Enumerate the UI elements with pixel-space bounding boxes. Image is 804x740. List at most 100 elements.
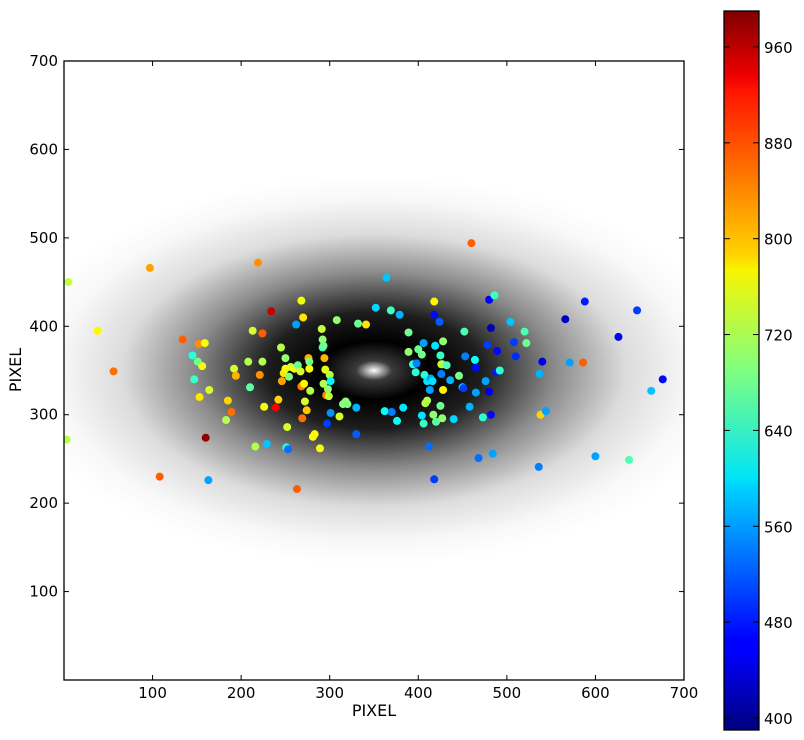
data-point (419, 419, 428, 428)
data-point (305, 357, 314, 366)
y-tick-label: 200 (29, 494, 58, 512)
data-point (251, 442, 260, 451)
data-point (565, 358, 574, 367)
data-point (302, 406, 311, 415)
data-point (386, 306, 395, 315)
data-point (474, 454, 483, 463)
intensity-background (64, 175, 684, 566)
data-point (310, 430, 319, 439)
data-point (509, 338, 518, 347)
x-tick-label: 600 (581, 684, 610, 702)
data-point (432, 417, 440, 426)
x-axis: 100 200 300 400 500 600 700 (138, 61, 698, 702)
data-point (246, 383, 254, 392)
data-point (380, 407, 389, 416)
data-point (258, 329, 267, 338)
data-point (293, 361, 302, 370)
data-point (438, 414, 447, 423)
y-axis-label: PIXEL (6, 348, 25, 392)
data-point (436, 351, 445, 360)
data-point (198, 362, 207, 371)
scatter-points (64, 239, 667, 493)
data-point (283, 423, 292, 432)
data-point (439, 337, 448, 346)
data-point (417, 411, 426, 420)
colorbar-tick-label: 720 (764, 327, 793, 345)
data-point (446, 376, 455, 385)
data-point (460, 327, 469, 336)
data-point (292, 484, 301, 493)
data-point (424, 442, 433, 451)
data-point (255, 370, 264, 379)
data-point (465, 402, 474, 411)
colorbar-tick-label: 560 (764, 518, 793, 536)
data-point (277, 343, 285, 352)
data-point (260, 402, 269, 411)
plot-area: 100 200 300 400 500 600 700 100 200 300 400 500 600… (6, 52, 698, 720)
colorbar-tick-label: 400 (764, 710, 793, 728)
data-point (485, 295, 494, 304)
data-point (248, 326, 257, 335)
data-point (321, 365, 330, 374)
data-point (417, 350, 426, 359)
data-point (201, 433, 210, 442)
data-point (411, 368, 420, 377)
data-point (178, 335, 187, 344)
data-point (305, 364, 314, 373)
data-point (493, 347, 502, 356)
y-tick-label: 600 (29, 140, 58, 158)
data-point (442, 361, 451, 370)
data-point (343, 400, 352, 409)
data-point (298, 414, 307, 423)
data-point (326, 408, 335, 417)
data-point (658, 375, 667, 384)
data-point (188, 351, 197, 360)
data-point (467, 239, 476, 248)
data-point (195, 393, 204, 402)
data-point (299, 313, 308, 322)
data-point (488, 449, 497, 458)
data-point (352, 430, 361, 439)
x-tick-label: 700 (670, 684, 699, 702)
data-point (190, 375, 199, 384)
data-point (647, 386, 656, 395)
y-axis: 100 200 300 400 500 600 700 (29, 52, 684, 601)
data-point (437, 370, 446, 379)
data-point (490, 291, 499, 300)
data-point (319, 341, 328, 350)
data-point (292, 320, 301, 329)
y-tick-label: 300 (29, 406, 58, 424)
x-tick-label: 100 (138, 684, 167, 702)
data-point (319, 379, 328, 388)
data-point (317, 324, 326, 333)
data-point (194, 339, 203, 348)
data-point (323, 419, 332, 428)
colorbar-tick-label: 640 (764, 422, 793, 440)
data-point (274, 395, 283, 404)
data-point (435, 317, 444, 326)
data-point (511, 352, 520, 361)
data-point (306, 386, 315, 395)
data-point (471, 363, 480, 372)
x-tick-label: 200 (227, 684, 256, 702)
data-point (300, 397, 309, 406)
data-point (230, 364, 239, 373)
data-point (227, 408, 236, 417)
colorbar-tick-label: 960 (764, 39, 793, 57)
data-point (362, 320, 371, 329)
data-point (253, 258, 262, 267)
data-point (284, 372, 293, 381)
data-point (404, 328, 413, 337)
data-point (455, 371, 464, 380)
data-point (429, 410, 438, 419)
data-point (393, 416, 402, 425)
data-point (258, 357, 267, 366)
data-point (332, 316, 341, 325)
data-point (277, 377, 286, 386)
data-point (428, 377, 437, 386)
x-tick-label: 300 (315, 684, 344, 702)
data-point (486, 410, 495, 419)
data-point (387, 408, 396, 417)
data-point (200, 339, 209, 348)
y-tick-label: 700 (29, 52, 58, 70)
